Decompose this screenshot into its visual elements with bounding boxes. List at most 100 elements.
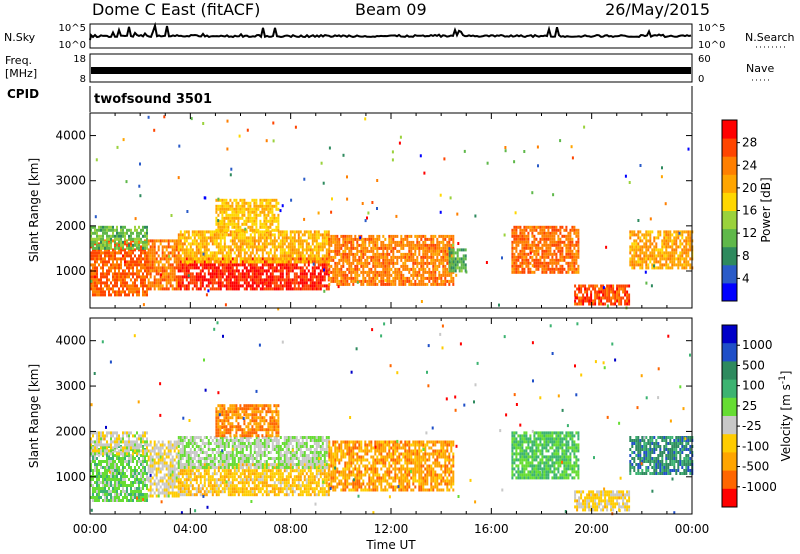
heatmap-cell	[667, 263, 670, 267]
heatmap-cell	[360, 270, 363, 274]
heatmap-cell	[354, 258, 357, 262]
heatmap-cell	[116, 481, 118, 484]
heatmap-cell	[446, 279, 449, 283]
heatmap-cell	[138, 481, 140, 484]
heatmap-cell	[432, 234, 435, 238]
heatmap-cell	[263, 210, 266, 214]
heatmap-cell	[179, 284, 182, 288]
heatmap-cell	[565, 225, 568, 229]
heatmap-cell	[277, 260, 280, 264]
heatmap-cell	[681, 230, 684, 234]
heatmap-cell	[325, 239, 328, 243]
heatmap-cell	[424, 249, 427, 253]
heatmap-cell	[338, 267, 341, 271]
heatmap-cell	[173, 269, 176, 273]
heatmap-cell	[689, 257, 692, 261]
heatmap-cell	[140, 260, 142, 264]
heatmap-cell	[671, 254, 674, 258]
heatmap-cell	[142, 228, 144, 232]
heatmap-cell	[94, 275, 96, 279]
heatmap-cell	[515, 234, 518, 238]
heatmap-cell	[118, 457, 120, 460]
heatmap-cell	[106, 281, 108, 285]
heatmap-cell	[96, 449, 98, 453]
heatmap-cell	[321, 257, 324, 261]
heatmap-cell	[291, 251, 294, 255]
heatmap-cell	[614, 290, 617, 294]
heatmap-cell	[112, 266, 114, 270]
heatmap-cell	[225, 210, 228, 214]
heatmap-cell	[450, 273, 453, 277]
heatmap-cell	[541, 243, 544, 247]
heatmap-cell	[269, 275, 272, 279]
heatmap-cell	[452, 234, 455, 238]
heatmap-cell	[513, 264, 516, 268]
heatmap-cell	[426, 249, 429, 253]
heatmap-cell	[436, 255, 439, 259]
heatmap-cell	[382, 234, 385, 238]
heatmap-cell	[651, 251, 654, 255]
heatmap-cell	[685, 239, 688, 243]
heatmap-cell	[436, 264, 439, 268]
heatmap-cell	[269, 266, 272, 270]
heatmap-cell	[464, 263, 467, 267]
heatmap-cell	[179, 248, 182, 252]
heatmap-cell	[149, 272, 152, 276]
heatmap-cell	[616, 299, 619, 303]
heatmap-cell	[529, 270, 532, 274]
heatmap-cell	[539, 231, 542, 235]
heatmap-cell	[277, 245, 280, 249]
heatmap-cell	[267, 242, 270, 246]
heatmap-cell	[342, 243, 345, 247]
heatmap-cell	[165, 278, 168, 282]
heatmap-cell	[275, 228, 278, 232]
heatmap-cell	[275, 281, 278, 285]
heatmap-cell	[626, 299, 629, 303]
heatmap-cell	[106, 440, 108, 444]
heatmap-cell	[171, 287, 174, 291]
heatmap-cell	[408, 252, 411, 256]
heatmap-cell	[671, 245, 674, 249]
heatmap-cell	[94, 284, 96, 288]
heatmap-cell	[315, 257, 318, 261]
heatmap-cell	[448, 240, 451, 244]
heatmap-cell	[136, 231, 138, 235]
heatmap-cell	[225, 278, 228, 282]
heatmap-cell	[539, 246, 542, 250]
heatmap-cell	[130, 499, 132, 502]
heatmap-cell	[649, 254, 652, 258]
heatmap-cell	[631, 230, 634, 234]
heatmap-cell	[293, 260, 296, 264]
heatmap-cell	[255, 245, 258, 249]
heatmap-cell	[414, 258, 417, 262]
heatmap-cell	[144, 466, 146, 469]
heatmap-cell	[106, 254, 108, 258]
heatmap-cell	[106, 275, 108, 279]
heatmap-cell	[661, 254, 664, 258]
heatmap-cell	[271, 233, 274, 237]
heatmap-cell	[418, 267, 421, 271]
heatmap-cell	[201, 281, 204, 285]
heatmap-cell	[531, 234, 534, 238]
heatmap-cell	[259, 213, 262, 217]
heatmap-cell	[657, 251, 660, 255]
heatmap-cell	[515, 249, 518, 253]
heatmap-cell	[346, 240, 349, 244]
heatmap-cell	[398, 267, 401, 271]
heatmap-cell	[197, 278, 200, 282]
heatmap-cell	[138, 496, 140, 499]
heatmap-cell	[207, 289, 210, 293]
heatmap-cell	[140, 493, 142, 496]
heatmap-cell	[92, 251, 94, 255]
heatmap-cell	[358, 249, 361, 253]
heatmap-cell	[116, 234, 118, 238]
heatmap-cell	[586, 296, 589, 300]
heatmap-cell	[219, 207, 222, 211]
heatmap-cell	[179, 245, 182, 249]
heatmap-cell	[169, 257, 172, 261]
heatmap-cell	[177, 266, 180, 270]
heatmap-cell	[285, 245, 288, 249]
heatmap-cell	[647, 254, 650, 258]
heatmap-cell	[146, 240, 148, 244]
heatmap-cell	[325, 269, 328, 273]
